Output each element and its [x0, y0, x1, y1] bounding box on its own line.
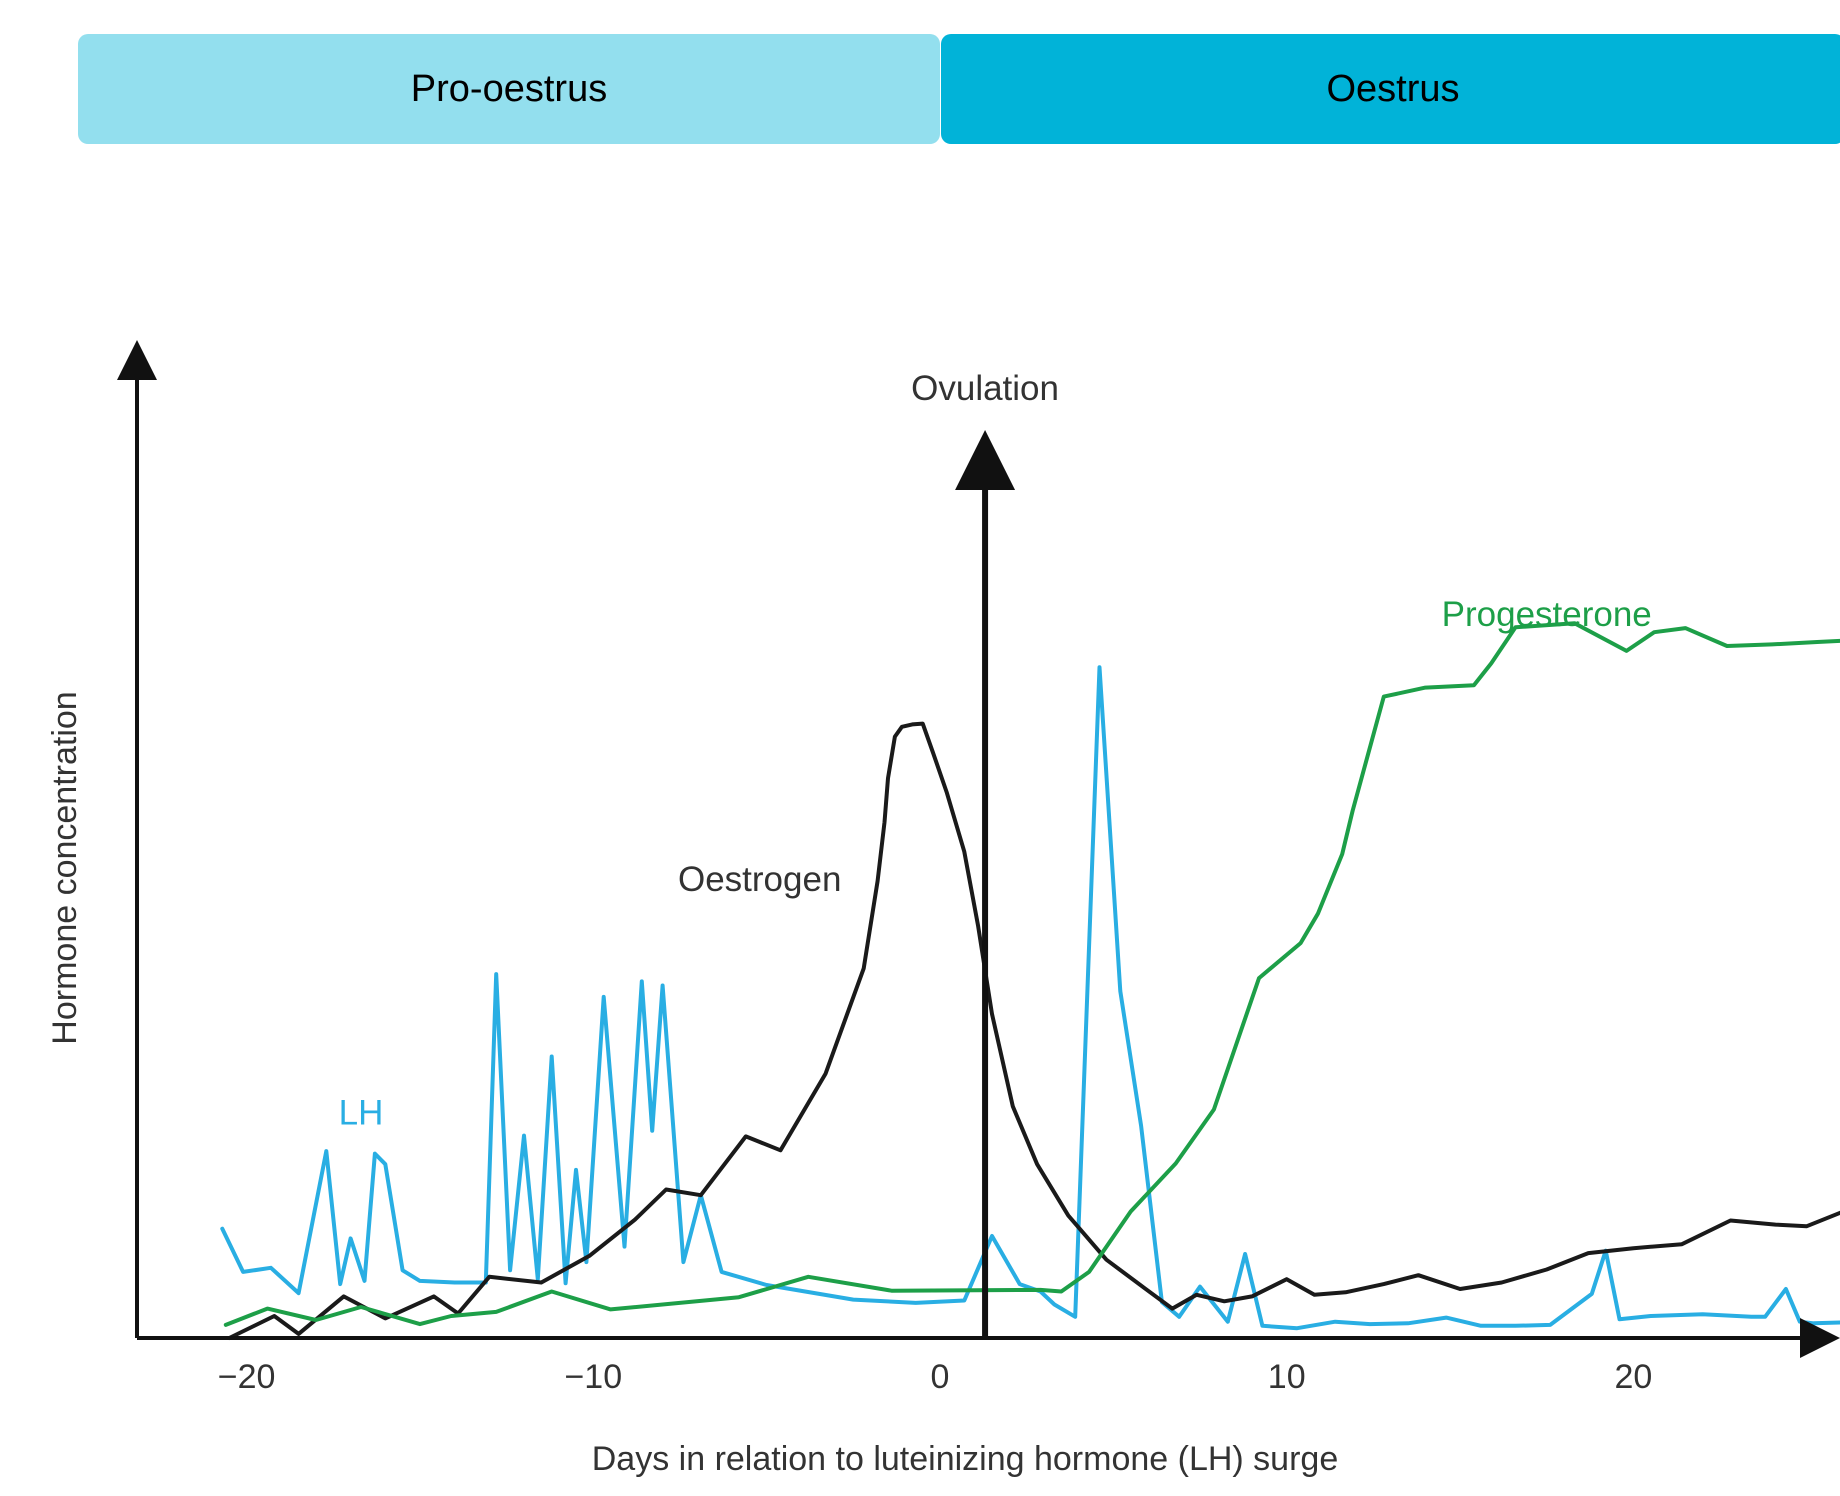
ovulation-label: Ovulation: [911, 369, 1059, 408]
series-line-oestrogen: [227, 721, 1840, 1340]
x-tick-label: 10: [1268, 1358, 1306, 1396]
x-tick-label: 20: [1614, 1358, 1652, 1396]
x-axis-title: Days in relation to luteinizing hormone …: [592, 1440, 1338, 1478]
annotation-layer: Ovulation: [911, 369, 1059, 1338]
phase-bar-pro-oestrus: Pro-oestrus: [78, 34, 940, 144]
x-tick-label: −20: [218, 1358, 276, 1396]
phase-label-pro-oestrus: Pro-oestrus: [410, 67, 608, 110]
x-tick-label: −10: [564, 1358, 622, 1396]
series-layer: [220, 621, 1840, 1340]
label-layer: LH Oestrogen Progesterone: [339, 595, 1652, 1133]
series-label-progesterone: Progesterone: [1442, 595, 1652, 634]
x-tick-label: 0: [931, 1358, 950, 1396]
y-axis-title: Hormone concentration: [46, 691, 84, 1044]
phase-bar-oestrus: Oestrus: [941, 34, 1840, 144]
tick-layer: −20 −10 0 10 20: [218, 1358, 1653, 1396]
phase-label-oestrus: Oestrus: [1326, 67, 1460, 110]
series-label-lh: LH: [339, 1094, 384, 1133]
series-line-lh: [220, 665, 1840, 1331]
series-label-oestrogen: Oestrogen: [678, 860, 841, 899]
series-line-progesterone: [223, 621, 1840, 1327]
